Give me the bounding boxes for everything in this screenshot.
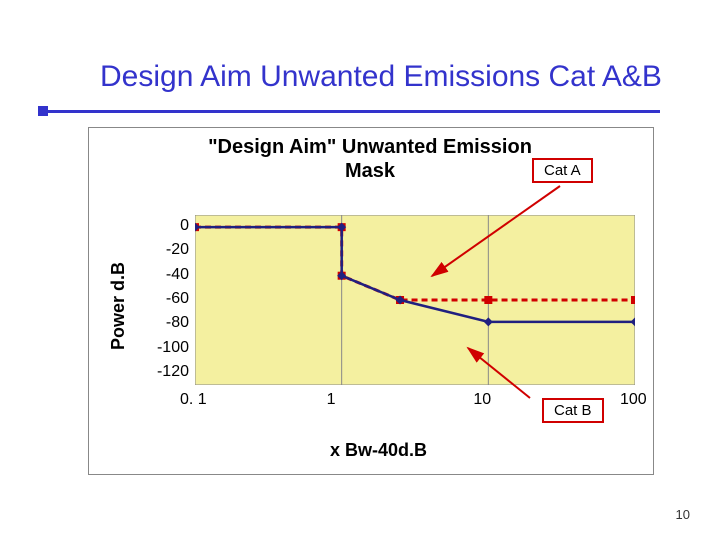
y-tick: -120 bbox=[157, 363, 189, 381]
title-underline bbox=[40, 110, 660, 113]
callout-cat-b: Cat B bbox=[542, 398, 604, 423]
x-tick: 100 bbox=[620, 391, 647, 409]
y-tick: -100 bbox=[157, 339, 189, 357]
title-bullet-icon bbox=[38, 106, 48, 116]
y-tick: 0 bbox=[180, 217, 189, 235]
y-axis-label: Power d.B bbox=[108, 262, 129, 350]
x-axis-label: x Bw-40d.B bbox=[330, 440, 427, 461]
y-tick: -60 bbox=[166, 290, 189, 308]
chart-title-line2: Mask bbox=[170, 160, 570, 183]
slide-title: Design Aim Unwanted Emissions Cat A&B bbox=[100, 60, 662, 94]
slide-number: 10 bbox=[676, 507, 690, 522]
callout-cat-a: Cat A bbox=[532, 158, 593, 183]
x-tick: 10 bbox=[473, 391, 491, 409]
y-tick: -80 bbox=[166, 314, 189, 332]
plot-svg bbox=[195, 215, 635, 385]
x-tick: 0. 1 bbox=[180, 391, 207, 409]
chart-title-line1: "Design Aim" Unwanted Emission bbox=[170, 136, 570, 159]
slide: Design Aim Unwanted Emissions Cat A&B "D… bbox=[0, 0, 720, 540]
x-tick: 1 bbox=[327, 391, 336, 409]
y-tick: -40 bbox=[166, 266, 189, 284]
y-tick: -20 bbox=[166, 241, 189, 259]
plot-area bbox=[195, 215, 635, 385]
